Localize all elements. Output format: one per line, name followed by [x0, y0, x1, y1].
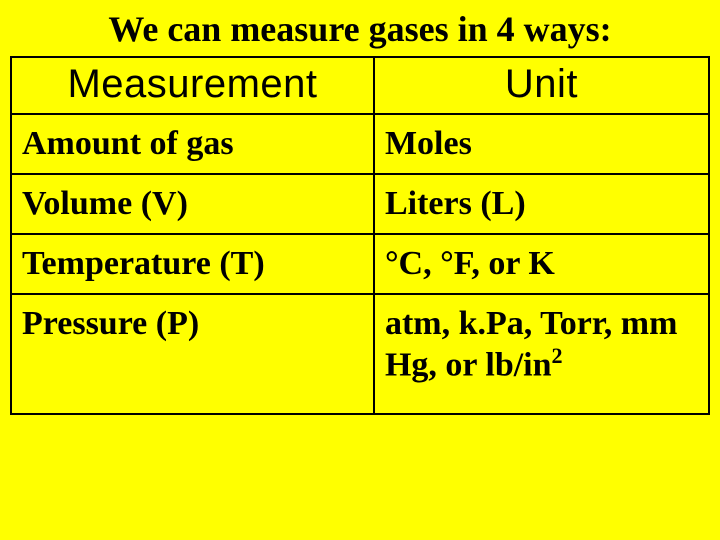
page-title: We can measure gases in 4 ways:: [10, 8, 710, 50]
table-row: Temperature (T) °C, °F, or K: [11, 234, 709, 294]
cell-measurement: Pressure (P): [11, 294, 374, 414]
cell-measurement: Volume (V): [11, 174, 374, 234]
gas-measurement-table: Measurement Unit Amount of gas Moles Vol…: [10, 56, 710, 415]
cell-unit: °C, °F, or K: [374, 234, 709, 294]
cell-unit: atm, k.Pa, Torr, mm Hg, or lb/in2: [374, 294, 709, 414]
cell-measurement: Temperature (T): [11, 234, 374, 294]
cell-unit: Liters (L): [374, 174, 709, 234]
cell-unit: Moles: [374, 114, 709, 174]
header-unit: Unit: [374, 57, 709, 114]
table-row: Pressure (P) atm, k.Pa, Torr, mm Hg, or …: [11, 294, 709, 414]
table-row: Volume (V) Liters (L): [11, 174, 709, 234]
cell-measurement: Amount of gas: [11, 114, 374, 174]
header-measurement: Measurement: [11, 57, 374, 114]
table-row: Amount of gas Moles: [11, 114, 709, 174]
